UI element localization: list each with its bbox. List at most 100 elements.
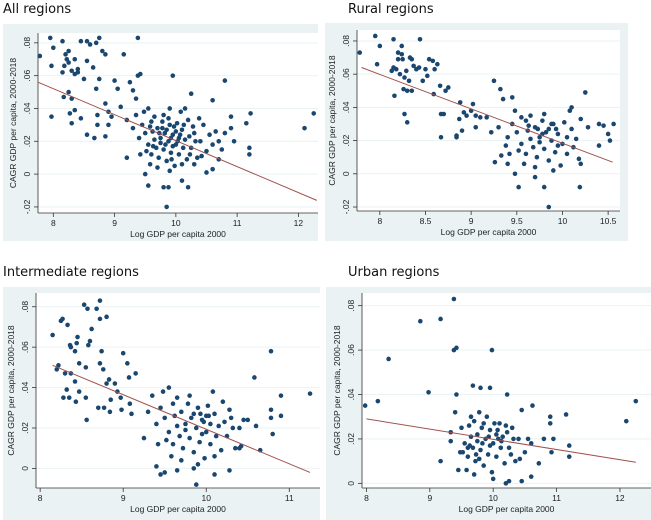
scatter-point [177, 132, 183, 138]
scatter-point [517, 456, 523, 462]
scatter-point [509, 425, 515, 431]
scatter-point [97, 316, 103, 322]
scatter-point [268, 348, 274, 354]
scatter-point [478, 447, 483, 453]
scatter-point [498, 153, 504, 158]
scatter-point [185, 117, 191, 123]
scatter-point [208, 441, 213, 447]
scatter-point [187, 152, 193, 157]
scatter-point [248, 111, 253, 116]
scatter-point [166, 184, 171, 190]
scatter-point [457, 100, 463, 105]
scatter-point [397, 71, 403, 77]
scatter-point [477, 115, 483, 120]
scatter-point [78, 116, 84, 121]
scatter-point [61, 395, 66, 400]
scatter-point [536, 461, 542, 466]
scatter-point [145, 142, 151, 147]
scatter-point [87, 42, 93, 47]
scatter-point [152, 114, 157, 119]
chart-title: Urban regions [348, 265, 440, 280]
scatter-point [268, 407, 274, 413]
scatter-point [65, 322, 70, 328]
scatter-point [513, 458, 518, 464]
scatter-point [129, 411, 134, 417]
y-tick-label: 0 [346, 481, 356, 486]
scatter-point [179, 161, 185, 167]
y-tick-label: .02 [22, 135, 32, 147]
scatter-point [566, 454, 572, 459]
scatter-point [475, 438, 480, 444]
scatter-point [508, 452, 514, 457]
scatter-point [156, 155, 162, 161]
scatter-point [193, 425, 199, 431]
scatter-point [154, 421, 159, 427]
scatter-point [103, 134, 108, 139]
scatter-point [183, 427, 188, 433]
x-axis-title: Log GDP per capita 2000 [130, 229, 226, 239]
scatter-point [130, 125, 136, 131]
scatter-point [416, 65, 422, 70]
scatter-point [160, 119, 165, 124]
y-tick-label: .08 [20, 301, 30, 313]
scatter-point [203, 429, 209, 435]
scatter-point [423, 66, 428, 72]
scatter-point [176, 152, 182, 157]
scatter-point [222, 78, 228, 83]
scatter-point [118, 104, 124, 110]
fit-line [366, 418, 636, 463]
scatter-point [127, 79, 133, 85]
scatter-points [357, 33, 616, 210]
fit-line [52, 364, 311, 473]
scatter-point [495, 427, 500, 433]
plot-area [362, 293, 651, 488]
scatter-point [160, 389, 166, 394]
scatter-point [503, 143, 509, 148]
scatter-point [210, 166, 215, 172]
scatter-point [100, 367, 106, 372]
scatter-point [456, 467, 461, 473]
scatter-point [212, 472, 217, 477]
scatter-point [551, 436, 556, 442]
scatter-point [486, 434, 492, 439]
scatter-point [241, 417, 246, 423]
scatter-point [49, 63, 54, 69]
scatter-point [470, 101, 476, 107]
scatter-point [155, 165, 160, 170]
scatter-point [566, 443, 572, 448]
x-tick-label: 8.5 [420, 216, 432, 226]
scatter-point [573, 136, 579, 142]
scatter-point [402, 111, 407, 117]
scatter-point [74, 340, 79, 346]
scatter-point [216, 138, 222, 144]
scatter-point [92, 135, 97, 141]
scatter-point [400, 56, 405, 62]
scatter-point [73, 399, 79, 405]
scatter-point [191, 130, 197, 136]
scatter-point [141, 109, 147, 115]
y-tick-label: .06 [346, 344, 356, 356]
scatter-point [504, 429, 510, 435]
scatter-point [83, 395, 89, 400]
scatter-point [228, 415, 234, 421]
x-tick-label: 9 [427, 493, 432, 503]
scatter-point [506, 478, 512, 484]
scatter-point [164, 158, 169, 164]
scatter-point [213, 433, 219, 439]
scatter-point [95, 405, 101, 411]
scatter-point [558, 163, 563, 168]
scatter-point [172, 163, 177, 169]
scatter-point [227, 468, 232, 473]
scatter-plot: .08 .06 .04 .02 0 8 9 10 11 Log GDP per capita 20… [6, 293, 320, 514]
scatter-point [206, 413, 212, 419]
scatter-point [505, 161, 510, 167]
y-tick-label: -.02 [341, 199, 351, 214]
scatter-point [485, 452, 491, 457]
scatter-point [438, 458, 443, 464]
scatter-point [519, 407, 525, 413]
scatter-point [596, 121, 602, 127]
scatter-point [64, 387, 70, 392]
scatter-point [60, 38, 65, 44]
scatter-point [546, 158, 552, 163]
scatter-point [576, 156, 582, 162]
